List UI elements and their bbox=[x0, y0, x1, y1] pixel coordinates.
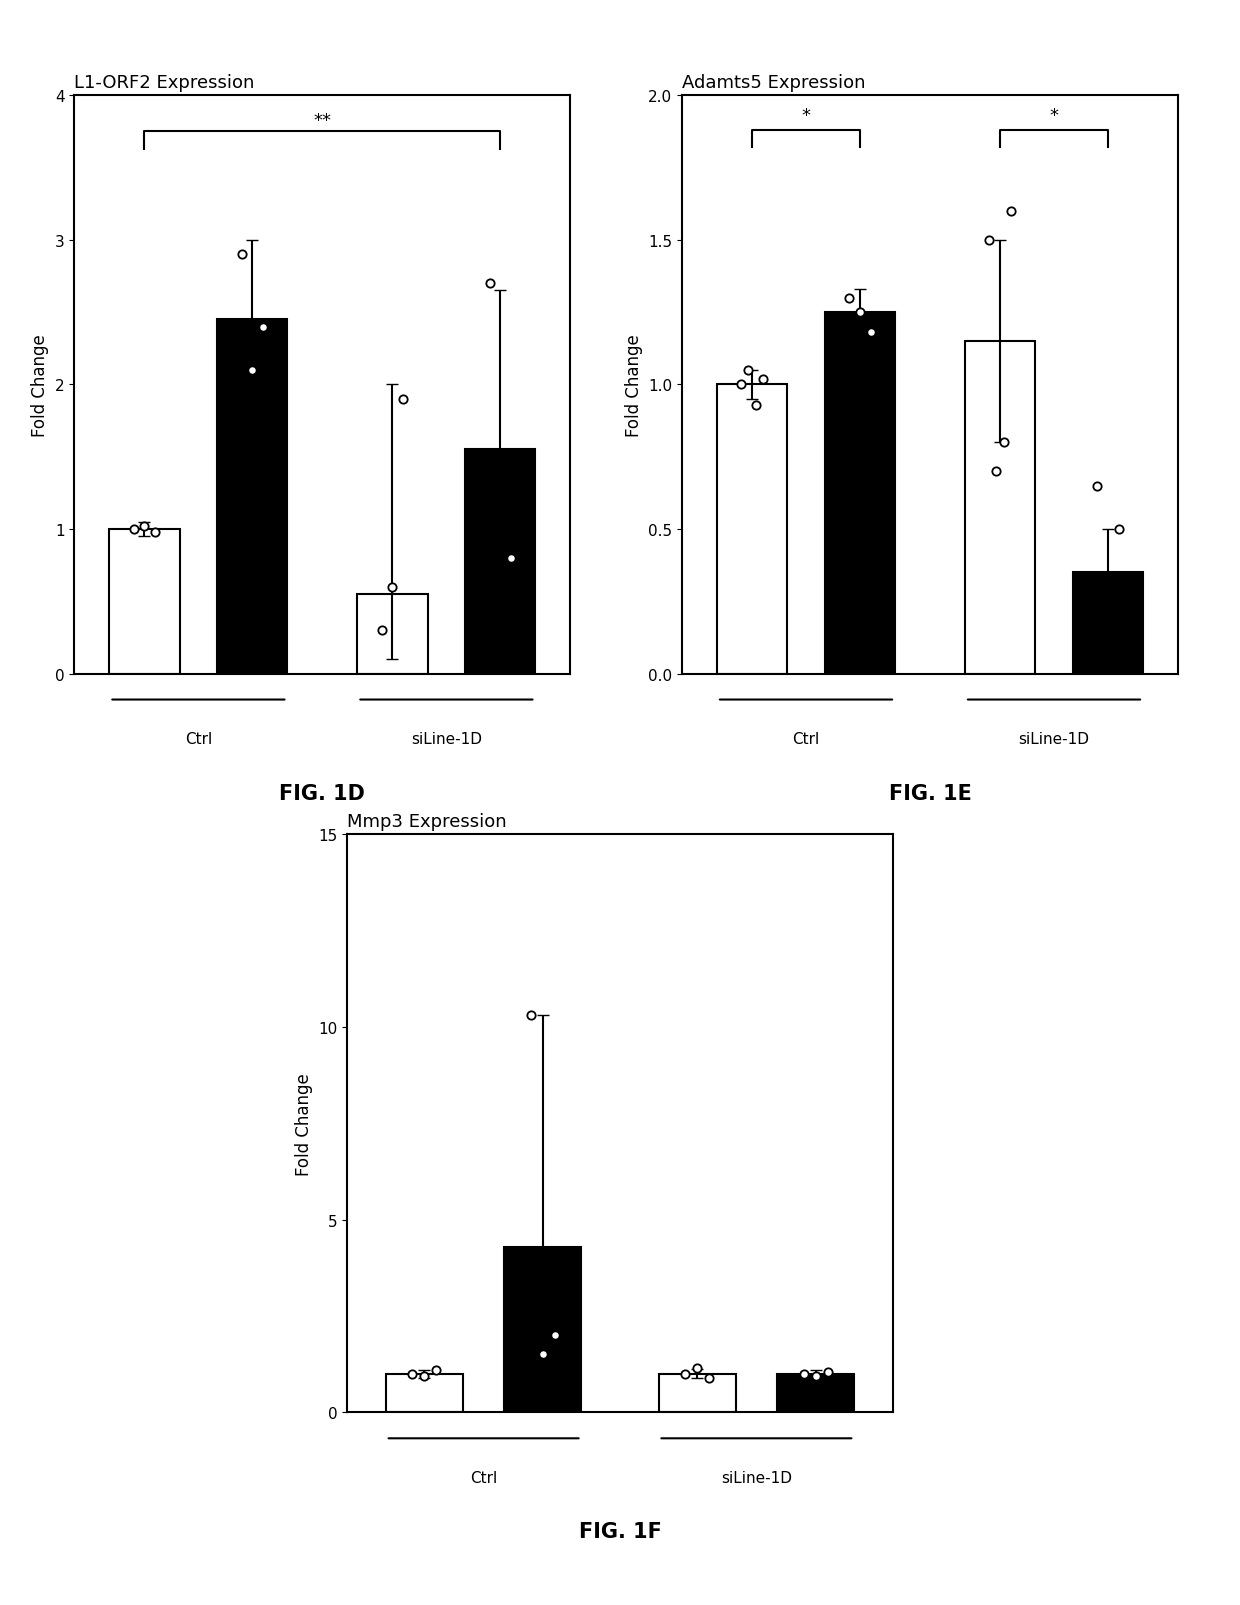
Bar bbox=[777, 1374, 854, 1412]
Bar bbox=[1073, 573, 1143, 674]
Bar bbox=[965, 342, 1035, 674]
Bar bbox=[825, 313, 895, 674]
Text: *: * bbox=[801, 108, 811, 125]
Text: FIG. 1F: FIG. 1F bbox=[579, 1522, 661, 1541]
Text: siLine-1D: siLine-1D bbox=[1018, 732, 1090, 746]
Text: Ctrl: Ctrl bbox=[185, 732, 212, 746]
Text: Mmp3 Expression: Mmp3 Expression bbox=[347, 812, 507, 830]
Text: siLine-1D: siLine-1D bbox=[410, 732, 482, 746]
Bar bbox=[357, 595, 428, 674]
Y-axis label: Fold Change: Fold Change bbox=[31, 334, 50, 437]
Bar bbox=[658, 1374, 735, 1412]
Y-axis label: Fold Change: Fold Change bbox=[625, 334, 642, 437]
Y-axis label: Fold Change: Fold Change bbox=[295, 1072, 312, 1175]
Text: L1-ORF2 Expression: L1-ORF2 Expression bbox=[74, 74, 254, 91]
Bar bbox=[465, 449, 536, 674]
Text: **: ** bbox=[314, 111, 331, 130]
Bar bbox=[217, 321, 288, 674]
Bar bbox=[717, 385, 787, 674]
Text: Ctrl: Ctrl bbox=[470, 1470, 497, 1485]
Text: FIG. 1D: FIG. 1D bbox=[279, 783, 366, 802]
Text: *: * bbox=[1049, 108, 1059, 125]
Text: Adamts5 Expression: Adamts5 Expression bbox=[682, 74, 866, 91]
Bar bbox=[109, 530, 180, 674]
Text: FIG. 1E: FIG. 1E bbox=[889, 783, 971, 802]
Text: siLine-1D: siLine-1D bbox=[720, 1470, 792, 1485]
Text: Ctrl: Ctrl bbox=[792, 732, 820, 746]
Bar bbox=[386, 1374, 463, 1412]
Bar bbox=[505, 1247, 582, 1412]
